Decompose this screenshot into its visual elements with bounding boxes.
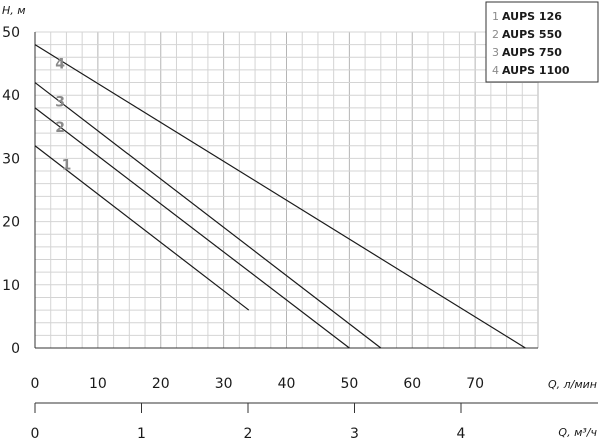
y-tick-label: 0: [11, 341, 20, 357]
legend-item-name: AUPS 126: [502, 10, 562, 23]
chart-tick-labels: 0 10 20 30 40 50 0 10 20 30 40 50 60 70 0 1 2 3 4: [2, 25, 484, 440]
chart-grid: [34, 31, 539, 349]
x2-axis-label: Q, м³/ч: [558, 426, 597, 439]
curve-label-1: 1: [62, 158, 72, 174]
legend-item-name: AUPS 1100: [502, 64, 570, 77]
x-axis-label: Q, л/мин: [548, 378, 597, 391]
x-tick-label: 40: [278, 376, 296, 392]
x2-tick-label: 3: [350, 426, 359, 440]
y-tick-label: 30: [2, 151, 20, 167]
x-tick-label: 20: [152, 376, 170, 392]
y-axis-label: H, м: [2, 4, 26, 17]
curve-label-2: 2: [55, 120, 65, 136]
series-line-3: [34, 82, 382, 349]
legend-item-number: 3: [492, 46, 499, 59]
y-tick-label: 10: [2, 278, 20, 294]
x-tick-label: 0: [31, 376, 40, 392]
x2-tick-label: 0: [31, 426, 40, 440]
legend-item-number: 4: [492, 64, 499, 77]
legend-item-name: AUPS 550: [502, 28, 562, 41]
x-tick-label: 30: [215, 376, 233, 392]
chart-frame: [34, 32, 598, 404]
x2-tick-label: 4: [457, 426, 466, 440]
legend-item-name: AUPS 750: [502, 46, 562, 59]
x2-tick-label: 2: [244, 426, 253, 440]
legend-box: [485, 1, 599, 83]
series-line-1: [34, 145, 250, 311]
x-tick-label: 70: [466, 376, 484, 392]
legend-item-number: 1: [492, 10, 499, 23]
y-tick-label: 20: [2, 215, 20, 231]
y-tick-label: 40: [2, 88, 20, 104]
x-tick-label: 10: [89, 376, 107, 392]
curve-label-4: 4: [55, 57, 65, 73]
y-tick-label: 50: [2, 25, 20, 41]
legend-item-number: 2: [492, 28, 499, 41]
x-tick-label: 60: [403, 376, 421, 392]
curve-label-3: 3: [55, 95, 65, 111]
x-tick-label: 50: [340, 376, 358, 392]
series-line-4: [34, 44, 526, 349]
x2-tick-label: 1: [137, 426, 146, 440]
series-line-2: [34, 107, 350, 349]
chart-series-lines: 1 2 3 4: [34, 44, 526, 349]
